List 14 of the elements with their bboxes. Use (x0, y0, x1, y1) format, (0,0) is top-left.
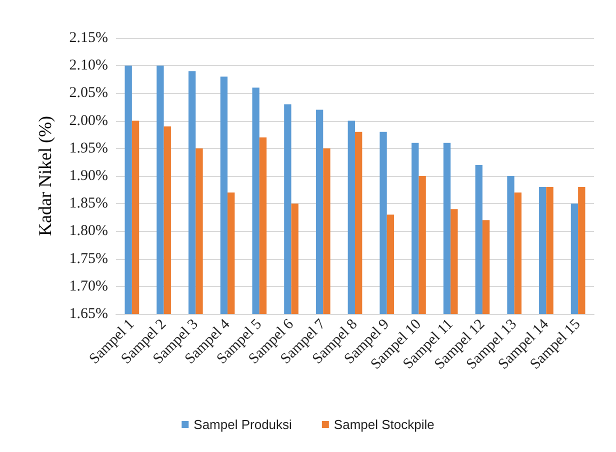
legend-label: Sampel Stockpile (334, 417, 434, 432)
y-tick-label: 2.05% (69, 85, 108, 102)
legend-label: Sampel Produksi (194, 417, 292, 432)
y-tick-label: 2.10% (69, 58, 108, 74)
y-tick-label: 1.80% (69, 223, 108, 240)
y-tick-label: 2.00% (69, 112, 108, 129)
y-tick-label: 1.75% (69, 250, 108, 267)
y-tick-label: 1.95% (69, 140, 108, 156)
y-axis-title: Kadar Nikel (%) (35, 116, 55, 236)
y-tick-label: 2.15% (69, 30, 108, 46)
y-tick-label: 1.65% (69, 306, 108, 322)
y-tick-label: 1.90% (69, 168, 108, 184)
y-tick-label: 1.70% (69, 278, 108, 294)
y-tick-label: 1.85% (69, 196, 108, 212)
